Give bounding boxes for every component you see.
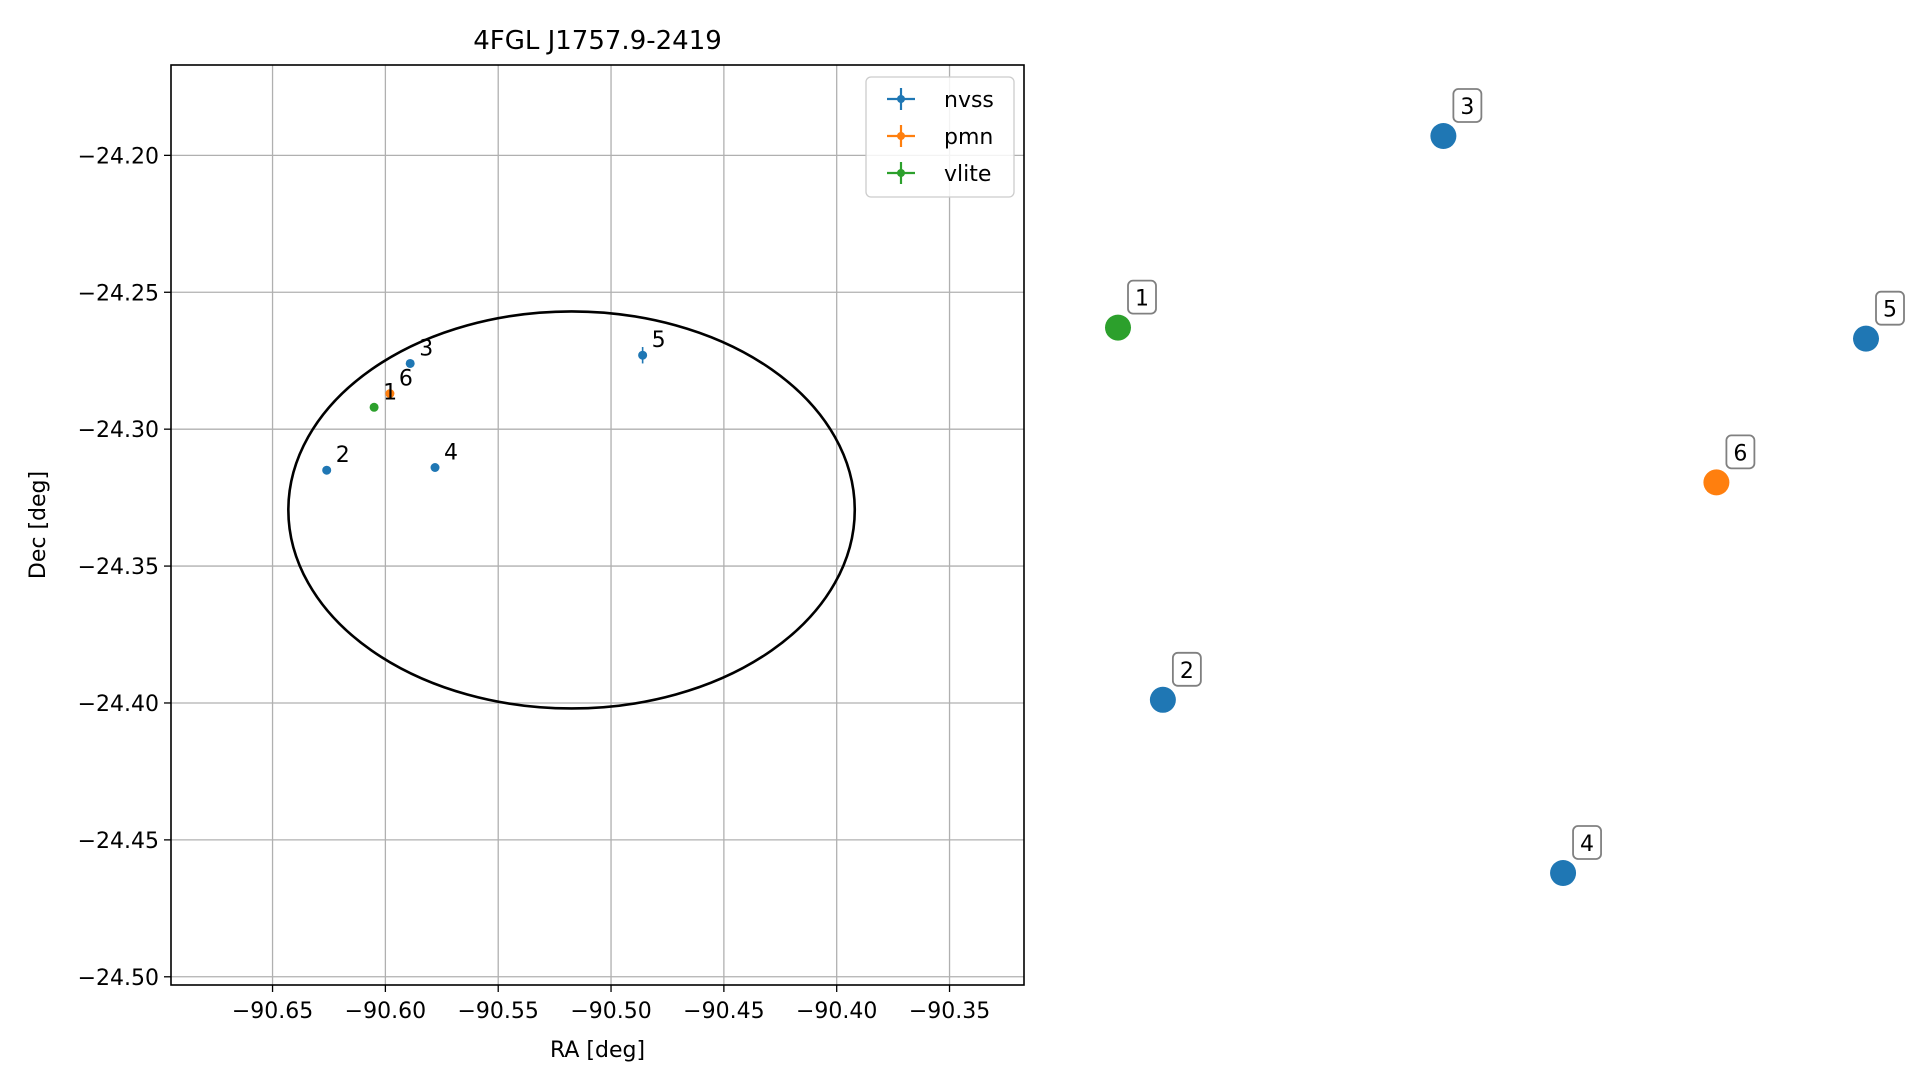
point-label: 3	[419, 336, 433, 361]
x-tick-label: −90.40	[796, 999, 877, 1024]
x-tick-label: −90.65	[232, 999, 313, 1024]
source-label-box	[1452, 88, 1483, 123]
error-ellipse	[287, 310, 857, 710]
source-label-box	[1127, 279, 1157, 315]
y-axis-label: Dec [deg]	[26, 471, 51, 579]
legend-marker-dot	[897, 169, 905, 177]
point-label: 1	[383, 380, 397, 405]
legend-marker-dot	[897, 95, 905, 103]
source-markers: 2 3 4 5 61	[322, 328, 666, 475]
source-point-nvss	[405, 358, 415, 368]
y-tick-label: −24.40	[78, 692, 159, 717]
x-axis-ticks: −90.65 −90.60 −90.55 −90.50 −90.45 −90.40 −90.…	[232, 985, 990, 1024]
point-label: 2	[336, 443, 350, 468]
source-marker	[1550, 860, 1577, 886]
source-label: 1	[1135, 287, 1149, 312]
y-tick-label: −24.45	[78, 829, 159, 854]
source-marker	[1149, 686, 1176, 713]
legend-marker-dot	[897, 132, 905, 140]
axes-frame	[170, 64, 1025, 986]
legend-label-vlite: vlite	[944, 162, 991, 187]
x-tick-label: −90.60	[345, 999, 426, 1024]
source-label: 6	[1733, 441, 1747, 466]
source-marker	[1853, 325, 1879, 352]
source-label-box	[1572, 825, 1602, 860]
legend-label-nvss: nvss	[944, 88, 994, 113]
source-label-box	[1725, 434, 1756, 470]
x-tick-label: −90.55	[457, 999, 538, 1024]
source-point-nvss	[430, 463, 440, 472]
legend: nvss pmn vlite	[865, 76, 1015, 198]
localization-ellipse	[287, 310, 857, 710]
point-label: 4	[444, 441, 458, 466]
source-marker	[1105, 314, 1131, 341]
x-tick-label: −90.50	[570, 999, 651, 1024]
x-tick-label: −90.45	[683, 999, 764, 1024]
point-label: 6	[399, 367, 413, 392]
source-label-box	[1875, 290, 1905, 326]
x-axis-label: RA [deg]	[550, 1038, 645, 1063]
source-map-panel: 1 2 3 4 5 6	[1105, 88, 1905, 886]
source-point-nvss	[322, 465, 332, 475]
point-label: 5	[652, 328, 666, 353]
source-label: 2	[1180, 659, 1194, 684]
y-tick-label: −24.25	[78, 281, 159, 306]
source-point-nvss	[638, 350, 648, 360]
x-tick-label: −90.35	[909, 999, 990, 1024]
y-axis-ticks: −24.20 −24.25 −24.30 −24.35 −24.40 −24.45 −24.…	[78, 144, 171, 991]
source-marker	[1703, 469, 1730, 496]
y-tick-label: −24.20	[78, 144, 159, 169]
chart-title: 4FGL J1757.9-2419	[473, 26, 722, 56]
source-marker	[1430, 123, 1457, 149]
source-point-pmn	[385, 389, 395, 399]
source-label: 4	[1580, 832, 1594, 857]
source-point-vlite	[369, 402, 379, 412]
source-label-box	[1171, 651, 1202, 687]
legend-label-pmn: pmn	[944, 125, 993, 150]
legend-box	[865, 76, 1015, 198]
y-tick-label: −24.50	[78, 966, 159, 991]
y-tick-label: −24.30	[78, 418, 159, 443]
source-label: 5	[1883, 298, 1897, 323]
y-tick-label: −24.35	[78, 555, 159, 580]
source-label: 3	[1460, 95, 1474, 120]
